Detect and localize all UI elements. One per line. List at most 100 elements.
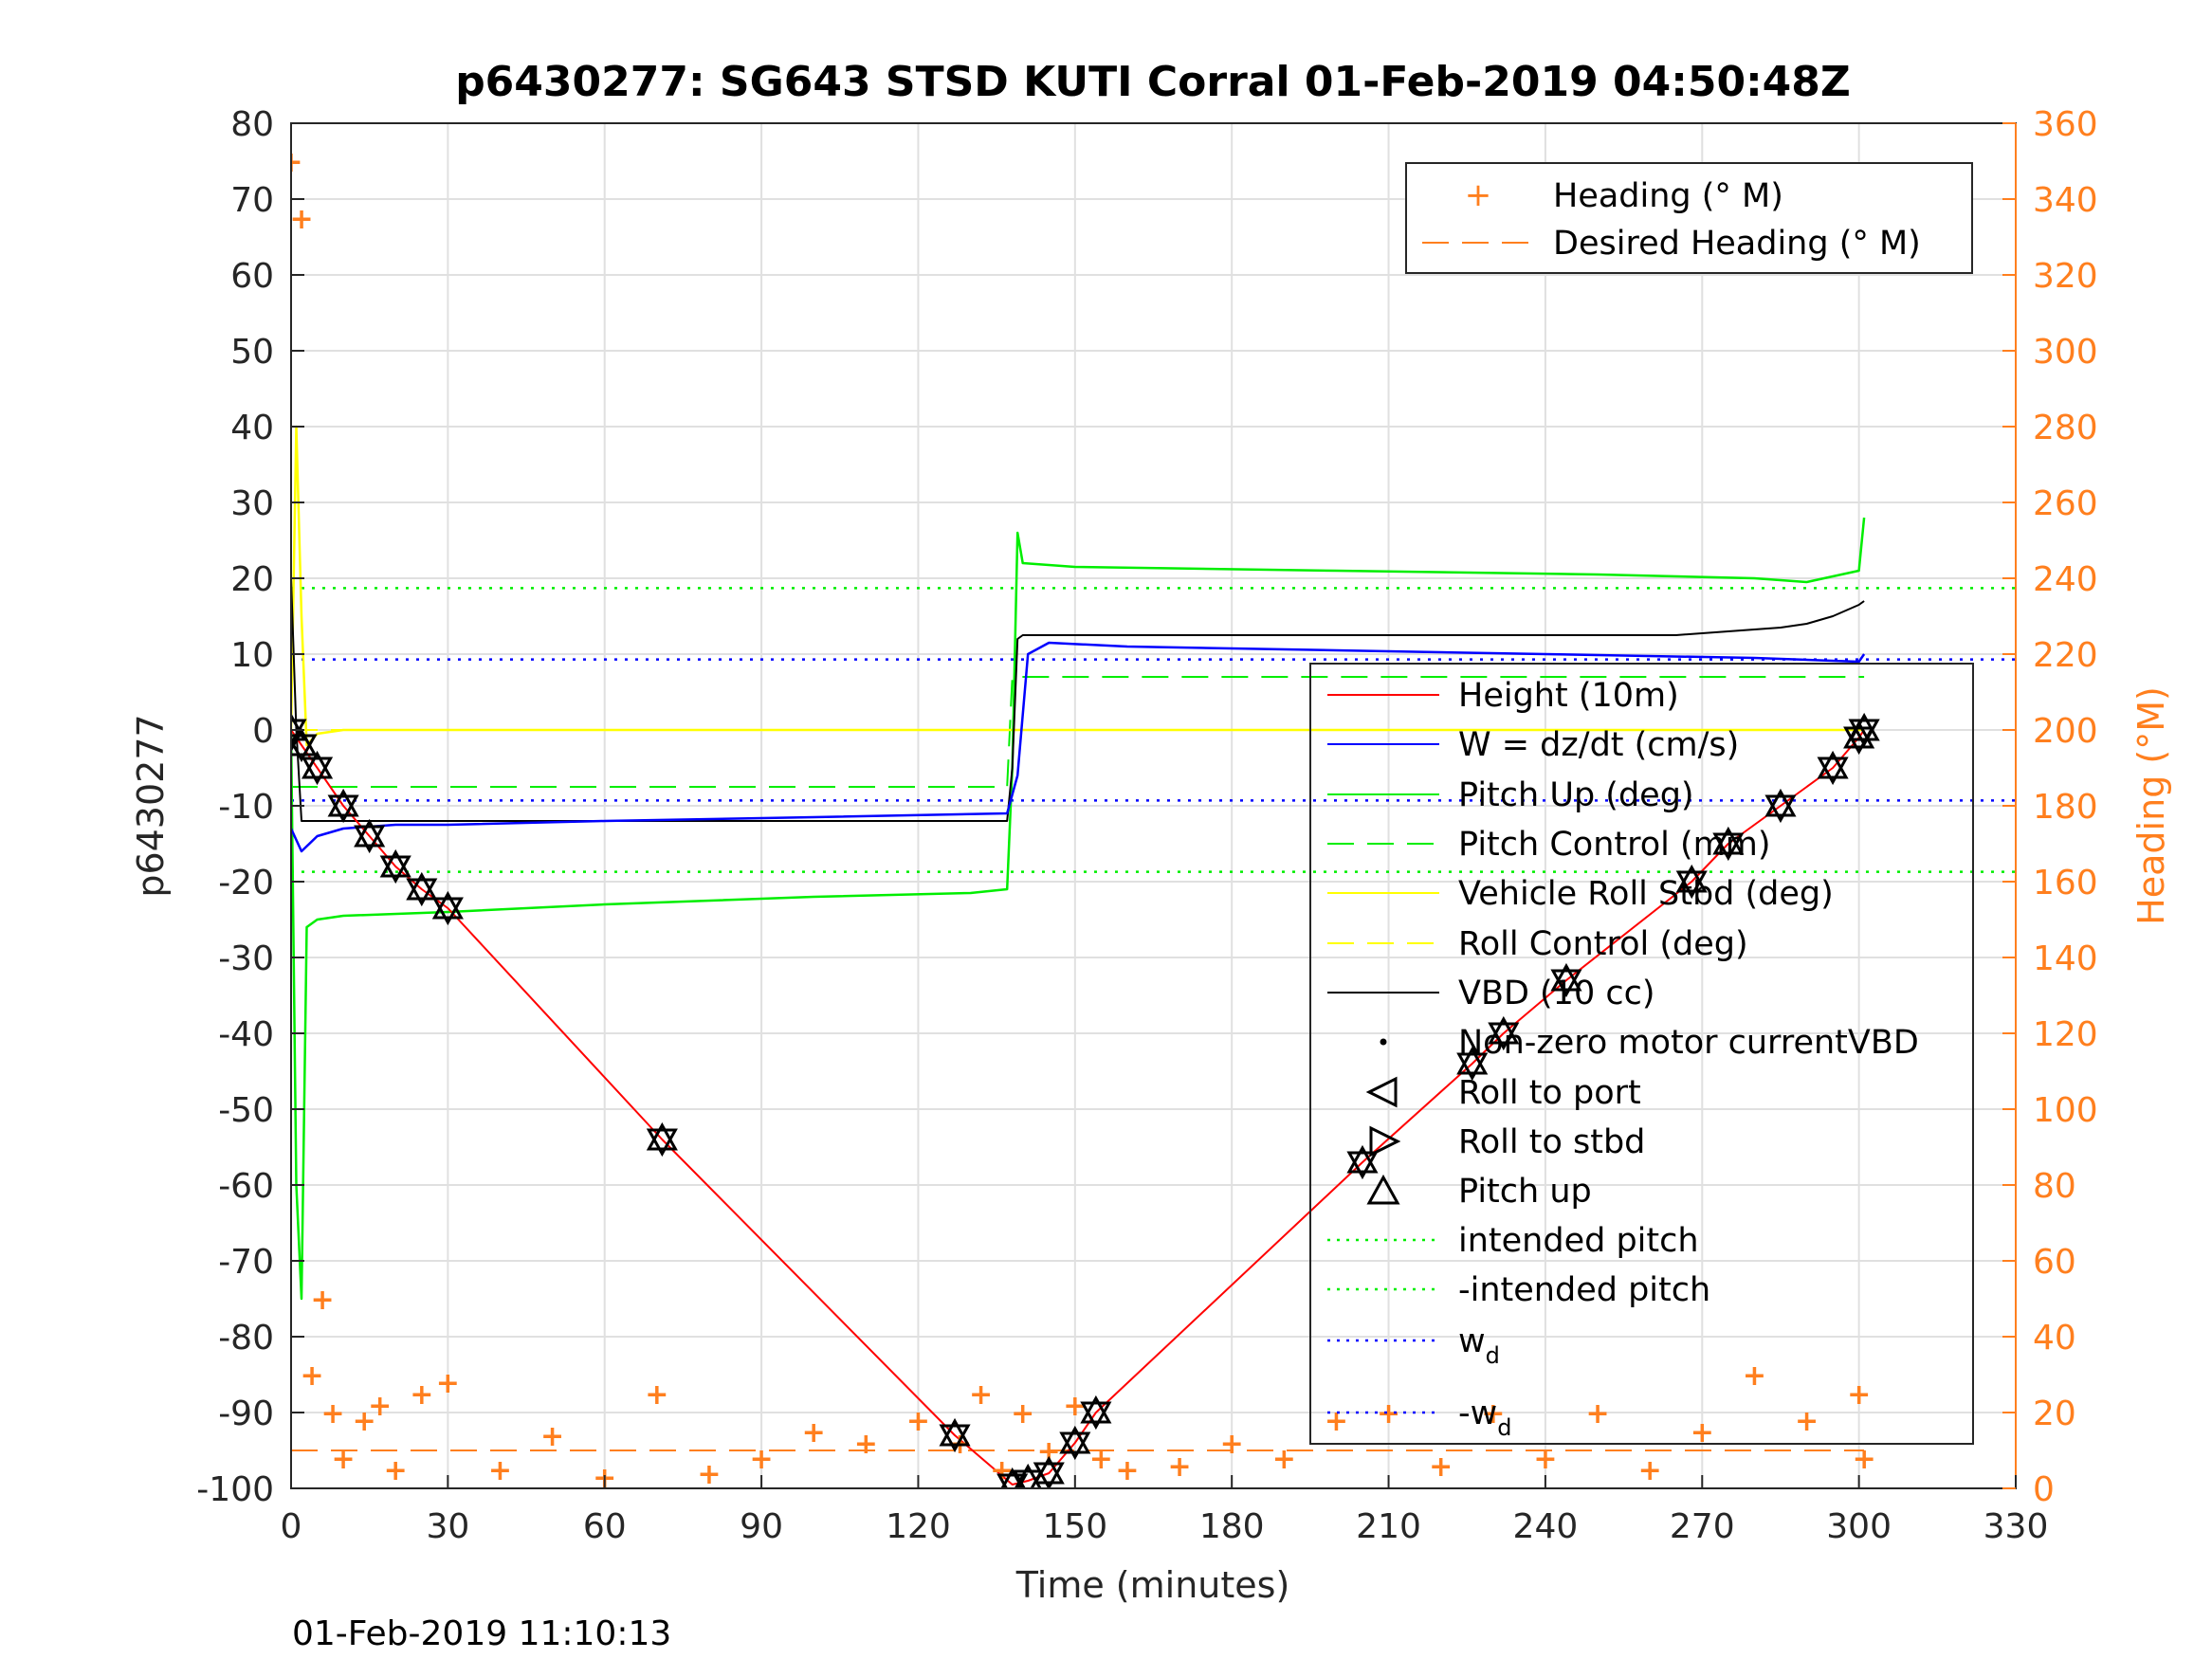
heading-point: + bbox=[353, 1405, 376, 1438]
y2-tick-label: 160 bbox=[2033, 864, 2098, 902]
heading-point: + bbox=[1220, 1428, 1244, 1461]
y-axis-label: p6430277 bbox=[130, 714, 172, 897]
x-axis-label: Time (minutes) bbox=[1015, 1564, 1290, 1606]
roll-marker bbox=[1080, 1395, 1112, 1431]
legend-intended-pitch-label: intended pitch bbox=[1458, 1222, 1699, 1260]
heading-point: + bbox=[697, 1458, 721, 1491]
y-tick-label: -20 bbox=[218, 864, 274, 902]
legend-vbd-label: VBD (10 cc) bbox=[1458, 975, 1655, 1012]
y-tick-label: 0 bbox=[252, 712, 274, 751]
roll-marker bbox=[431, 890, 464, 926]
heading-point: + bbox=[1325, 1405, 1348, 1438]
y-tick-label: -90 bbox=[218, 1395, 274, 1433]
series-lines: ++++++++++ ++++++ ++ +++++++++ + ++ ++ ++++++++… bbox=[279, 146, 2016, 1491]
heading-point: + bbox=[854, 1428, 878, 1461]
x-tick-label: 330 bbox=[1983, 1507, 2049, 1546]
heading-point: + bbox=[1481, 1397, 1505, 1431]
legend-roll-port-label: Roll to port bbox=[1458, 1074, 1641, 1112]
heading-point: + bbox=[289, 203, 313, 236]
heading-point: + bbox=[332, 1443, 356, 1476]
y2-tick-label: 340 bbox=[2033, 181, 2098, 220]
heading-point: + bbox=[321, 1397, 345, 1431]
series-vbdcc bbox=[291, 577, 1865, 822]
y2-tick-label: 80 bbox=[2033, 1167, 2076, 1206]
y-tick-label: -100 bbox=[196, 1470, 274, 1509]
roll-marker bbox=[379, 848, 411, 884]
heading-point: + bbox=[488, 1454, 512, 1487]
y2-tick-label: 180 bbox=[2033, 788, 2098, 827]
roll-marker bbox=[1550, 962, 1582, 998]
y2-tick-label: 300 bbox=[2033, 333, 2098, 372]
heading-point: + bbox=[1638, 1454, 1662, 1487]
heading-point: + bbox=[1429, 1450, 1453, 1484]
legend-roll-stbd-label: Roll to stbd bbox=[1458, 1123, 1645, 1161]
legend-pitch-control-label: Pitch Control (mm) bbox=[1458, 826, 1770, 864]
x-tick-label: 60 bbox=[583, 1507, 627, 1546]
legend-heading-marker: + bbox=[1465, 176, 1492, 214]
legend-w-label: W = dz/dt (cm/s) bbox=[1458, 726, 1739, 764]
pitch-roll-markers bbox=[291, 712, 1880, 1488]
heading-point: + bbox=[1011, 1397, 1034, 1431]
main-legend: Height (10m) W = dz/dt (cm/s) Pitch Up (… bbox=[1309, 663, 1974, 1445]
series-pitchupdeg bbox=[291, 517, 1866, 1301]
y-tick-label: -40 bbox=[218, 1015, 274, 1054]
legend-roll-control-label: Roll Control (deg) bbox=[1458, 925, 1748, 963]
legend-neg-wd-text: -w bbox=[1458, 1395, 1497, 1432]
y2-axis-ticks: 3603403203002802602402202001801601401201… bbox=[2002, 105, 2098, 1509]
y2-tick-label: 140 bbox=[2033, 939, 2098, 978]
heading-point: + bbox=[1272, 1443, 1296, 1476]
heading-point: + bbox=[1585, 1397, 1609, 1431]
y-tick-label: 70 bbox=[230, 181, 274, 220]
y-tick-label: -10 bbox=[218, 788, 274, 827]
x-tick-label: 270 bbox=[1670, 1507, 1735, 1546]
y2-tick-label: 120 bbox=[2033, 1015, 2098, 1054]
y2-tick-label: 240 bbox=[2033, 560, 2098, 599]
y-tick-label: -60 bbox=[218, 1167, 274, 1206]
heading-point: + bbox=[1377, 1397, 1400, 1431]
heading-point: + bbox=[1743, 1359, 1766, 1393]
x-tick-label: 0 bbox=[281, 1507, 302, 1546]
series-pitchcontrolmm bbox=[291, 676, 1865, 788]
y2-tick-label: 200 bbox=[2033, 712, 2098, 751]
heading-point: + bbox=[1853, 1443, 1876, 1476]
y2-tick-label: 360 bbox=[2033, 105, 2098, 144]
legend-neg-intended-pitch-label: -intended pitch bbox=[1458, 1271, 1710, 1309]
legend-roll-stbd-marker bbox=[1369, 1125, 1401, 1158]
y-tick-label: -70 bbox=[218, 1243, 274, 1282]
heading-point: + bbox=[279, 146, 302, 179]
legend-heading-label: Heading (° M) bbox=[1553, 177, 1783, 215]
heading-point: + bbox=[1167, 1450, 1191, 1484]
legend-pitch-label: Pitch Up (deg) bbox=[1458, 776, 1694, 814]
roll-marker bbox=[1033, 1455, 1065, 1488]
roll-marker bbox=[1712, 826, 1745, 862]
legend-desired-heading-label: Desired Heading (° M) bbox=[1553, 225, 1921, 263]
roll-marker bbox=[939, 1417, 971, 1453]
heading-point: + bbox=[368, 1390, 392, 1423]
heading-legend: + Heading (° M) Desired Heading (° M) bbox=[1405, 162, 1973, 274]
x-axis-ticks: 0 30 60 90 120 150 180 210 240 270 300 330 bbox=[281, 1475, 2049, 1546]
heading-point: + bbox=[1847, 1378, 1871, 1412]
heading-point: + bbox=[311, 1284, 335, 1317]
y-axis-ticks: 80 70 60 50 40 30 20 10 0 -10 -20 -30 -40 -50 -60 -70 -8… bbox=[196, 105, 304, 1509]
heading-point: + bbox=[645, 1378, 668, 1412]
series-wdzdtcms bbox=[291, 641, 1866, 853]
roll-marker bbox=[302, 750, 334, 786]
y2-tick-label: 320 bbox=[2033, 257, 2098, 296]
heading-point: + bbox=[969, 1378, 993, 1412]
y-tick-label: 60 bbox=[230, 257, 274, 296]
legend-neg-wd-label: -wd bbox=[1458, 1395, 1512, 1441]
y-tick-label: 30 bbox=[230, 484, 274, 523]
x-tick-label: 120 bbox=[886, 1507, 951, 1546]
roll-marker bbox=[1059, 1425, 1091, 1461]
series-vehiclerollstbddeg bbox=[291, 425, 1865, 747]
roll-marker bbox=[327, 788, 359, 824]
heading-point: + bbox=[540, 1420, 564, 1453]
roll-marker bbox=[1488, 1015, 1520, 1051]
y-tick-label: 50 bbox=[230, 333, 274, 372]
y-tick-label: 20 bbox=[230, 560, 274, 599]
roll-marker bbox=[1456, 1046, 1489, 1082]
y2-tick-label: 260 bbox=[2033, 484, 2098, 523]
main-legend-box bbox=[1309, 663, 1974, 1445]
grid-lines bbox=[290, 122, 2017, 1489]
roll-marker bbox=[291, 712, 307, 748]
